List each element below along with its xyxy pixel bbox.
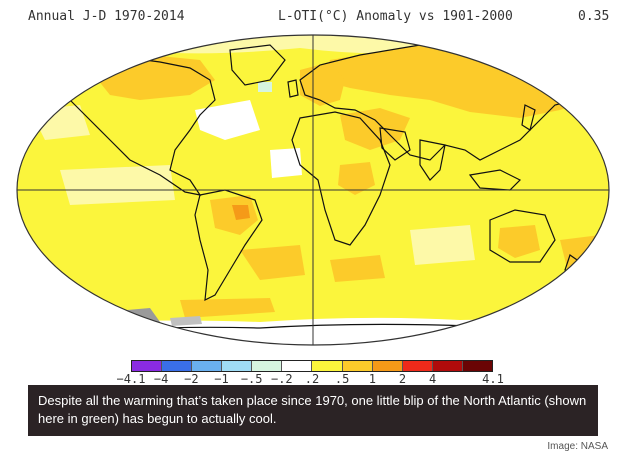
header-global-mean: 0.35 xyxy=(578,9,610,24)
color-scale-bar xyxy=(131,360,493,372)
scale-swatch xyxy=(222,361,253,371)
scale-label: −4 xyxy=(153,372,169,386)
scale-swatch xyxy=(342,361,373,371)
scale-swatch xyxy=(252,361,283,371)
scale-swatch xyxy=(432,361,463,371)
warm-region-south-atlantic xyxy=(330,255,385,282)
scale-label: .5 xyxy=(334,372,350,386)
neutral-tropical-pacific xyxy=(60,165,175,205)
scale-label: −2 xyxy=(184,372,199,386)
scale-label: 4.1 xyxy=(482,372,504,386)
no-data-patch-1 xyxy=(105,308,160,326)
scale-label: .2 xyxy=(304,372,320,386)
cooling-blip-north-atlantic xyxy=(258,82,272,92)
scale-label: −.5 xyxy=(240,372,263,386)
scale-swatch xyxy=(192,361,223,371)
warm-region-east-pacific xyxy=(560,235,605,280)
scale-label: 1 xyxy=(368,372,376,386)
map-outline xyxy=(16,34,610,346)
image-credit: Image: NASA xyxy=(547,441,608,452)
caption-text: Despite all the warming that’s taken pla… xyxy=(38,393,587,426)
neutral-north-atlantic xyxy=(195,100,260,140)
scale-label: 2 xyxy=(398,372,407,386)
warm-region-europe xyxy=(300,62,345,106)
scale-swatch xyxy=(372,361,403,371)
caption-box: Despite all the warming that’s taken pla… xyxy=(28,385,598,436)
scale-label: −1 xyxy=(214,372,229,386)
scale-swatch xyxy=(282,361,313,371)
header-title: L-OTI(°C) Anomaly vs 1901-2000 xyxy=(278,9,513,24)
warm-region-africa xyxy=(338,162,375,195)
scale-swatch xyxy=(462,361,492,371)
warm-region-southern-ocean xyxy=(180,298,275,318)
warm-region-south-pacific xyxy=(240,245,305,280)
neutral-mid-atlantic xyxy=(270,148,302,178)
scale-label: 4 xyxy=(429,372,437,386)
color-scale-labels: −4.1 −4 −2 −1 −.5 −.2 .2 .5 1 2 4 4.1 xyxy=(110,372,510,386)
neutral-indian-ocean xyxy=(410,225,475,265)
hot-spot-brazil xyxy=(232,205,250,220)
scale-swatch xyxy=(162,361,193,371)
warm-region-middle-east xyxy=(340,108,410,150)
scale-swatch xyxy=(402,361,433,371)
scale-swatch xyxy=(132,361,163,371)
header-period: Annual J-D 1970-2014 xyxy=(28,9,185,24)
no-data-patch-2 xyxy=(170,316,202,326)
scale-label: −.2 xyxy=(270,372,293,386)
map-header: Annual J-D 1970-2014 L-OTI(°C) Anomaly v… xyxy=(0,0,624,30)
antarctica-band xyxy=(20,317,609,345)
scale-swatch xyxy=(312,361,343,371)
scale-label: −4.1 xyxy=(116,372,146,386)
warm-region-australia xyxy=(498,225,540,258)
